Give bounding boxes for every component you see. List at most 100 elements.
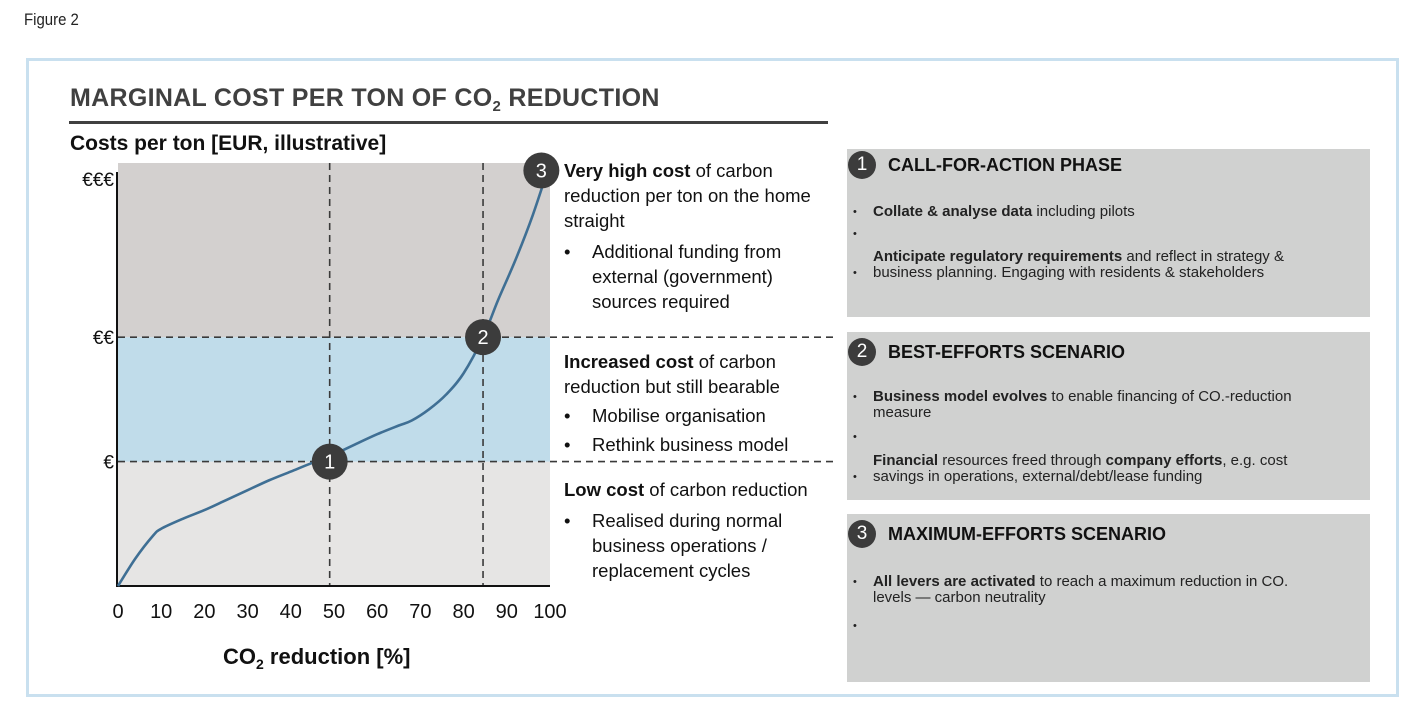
panel-header: 2 BEST-EFFORTS SCENARIO [847, 336, 1125, 368]
note-high-heading: Very high cost of carbon reduction per t… [564, 158, 824, 233]
panel-maximum-efforts: 3 MAXIMUM-EFFORTS SCENARIO • All levers a… [847, 514, 1370, 682]
x-tick-label: 100 [533, 601, 566, 623]
bullet: • [853, 267, 857, 279]
x-tick-label: 0 [112, 601, 123, 623]
marker-1-circle [311, 443, 348, 480]
note-mid-bullet: Rethink business model [564, 432, 824, 457]
note-high-cost: Very high cost of carbon reduction per t… [564, 158, 824, 314]
item-text: levels — carbon neutrality [873, 589, 1046, 606]
item-text: to reach a maximum reduction in CO. [1035, 573, 1289, 590]
item-bold: Financial [873, 452, 939, 469]
panel-item: • Collate & analyse data including pilots [853, 204, 1362, 220]
x-title-subscript: 2 [256, 656, 264, 672]
panel-item-line2: • savings in operations, external/debt/le… [853, 469, 1362, 485]
y-tick-label: €€ [93, 328, 115, 349]
note-high-rest: of carbon reduction per ton on the home … [564, 160, 811, 231]
x-tick-label: 20 [193, 601, 215, 623]
x-tick-label: 90 [496, 601, 518, 623]
y-axis-title: Costs per ton [EUR, illustrative] [70, 132, 387, 155]
x-tick-label: 60 [366, 601, 388, 623]
bullet: • [853, 471, 857, 483]
item-bold: Collate & analyse data [873, 203, 1033, 220]
panel-best-efforts: 2 BEST-EFFORTS SCENARIO • Business model … [847, 332, 1370, 500]
x-tick-label: 30 [236, 601, 258, 623]
title-main: MARGINAL COST PER TON OF CO [70, 84, 493, 112]
panel-item: Financial resources freed through compan… [853, 453, 1362, 469]
panel-empty-item: • [853, 618, 1362, 634]
note-low-heading: Low cost of carbon reduction [564, 477, 824, 502]
bullet: • [853, 391, 857, 403]
note-mid-bullet: Mobilise organisation [564, 403, 824, 428]
number-badge-1: 1 [848, 151, 876, 179]
bullet: • [853, 431, 857, 443]
marker-3-circle [523, 152, 560, 189]
x-title-end: reduction [%] [263, 644, 411, 669]
panel-call-for-action: 1 CALL-FOR-ACTION PHASE • Collate & analy… [847, 149, 1370, 317]
marker-1-label: 1 [324, 452, 335, 474]
bullet: • [853, 576, 857, 588]
y-tick-label: €€€ [82, 170, 114, 191]
panel-empty-item: • [853, 226, 1362, 242]
title-end: REDUCTION [501, 84, 660, 112]
x-tick-label: 10 [150, 601, 172, 623]
panel-heading: MAXIMUM-EFFORTS SCENARIO [888, 523, 1166, 544]
note-mid-heading: Increased cost of carbon reduction but s… [564, 349, 824, 399]
item-bold: Business model evolves [873, 388, 1048, 405]
panel-header: 1 CALL-FOR-ACTION PHASE [847, 149, 1122, 181]
item-text: , e.g. cost [1222, 452, 1288, 469]
panel-header: 3 MAXIMUM-EFFORTS SCENARIO [847, 518, 1166, 550]
panel-item: Anticipate regulatory requirements and r… [853, 249, 1362, 265]
note-low-bold: Low cost [564, 479, 645, 500]
note-high-bullet: Additional funding from external (govern… [564, 239, 824, 314]
band-low [118, 461, 550, 586]
note-mid-bullet-text: Rethink business model [592, 434, 789, 455]
panel-body: • All levers are activated to reach a max… [853, 574, 1362, 634]
x-tick-label: 50 [323, 601, 345, 623]
title-rule [69, 121, 828, 124]
item-bold: Anticipate regulatory requirements [873, 248, 1123, 265]
note-mid-rest: of carbon reduction but still bearable [564, 351, 780, 397]
number-badge-2: 2 [848, 338, 876, 366]
chart-title: MARGINAL COST PER TON OF CO2 REDUCTION [70, 84, 660, 115]
note-low-rest: of carbon reduction [644, 479, 808, 500]
panel-item-line2: measure [853, 405, 1362, 421]
item-text: business planning. Engaging with residen… [873, 264, 1265, 281]
figure-frame [26, 58, 1399, 697]
note-mid-cost: Increased cost of carbon reduction but s… [564, 349, 824, 457]
panel-item: • Business model evolves to enable financ… [853, 389, 1362, 405]
item-text: measure [873, 404, 932, 421]
marker-2-label: 2 [477, 327, 488, 349]
band-high [118, 163, 550, 338]
marker-2-circle [465, 319, 502, 356]
band-mid [118, 337, 550, 462]
item-bold: company efforts [1105, 452, 1223, 469]
panel-item: • All levers are activated to reach a max… [853, 574, 1362, 590]
note-mid-bullet-text: Mobilise organisation [592, 405, 766, 426]
x-title-main: CO [223, 644, 256, 669]
note-high-bold: Very high cost [564, 160, 691, 181]
item-bold: All levers are activated [873, 573, 1036, 590]
x-tick-label: 80 [452, 601, 474, 623]
item-text: resources freed through [938, 452, 1106, 469]
title-subscript: 2 [492, 98, 502, 115]
panel-heading: BEST-EFFORTS SCENARIO [888, 341, 1126, 362]
panel-item-line2: levels — carbon neutrality [853, 590, 1362, 606]
figure-label: Figure 2 [24, 10, 79, 29]
item-text: to enable financing of CO.-reduction [1047, 388, 1292, 405]
panel-heading: CALL-FOR-ACTION PHASE [888, 154, 1122, 175]
note-high-bullet-text: Additional funding from external (govern… [592, 241, 782, 312]
item-text: and reflect in strategy & [1122, 248, 1284, 265]
marker-3-label: 3 [536, 160, 547, 182]
note-low-bullet: Realised during normal business operatio… [564, 508, 824, 583]
panel-body: • Business model evolves to enable financ… [853, 389, 1362, 485]
bullet: • [853, 620, 857, 632]
panel-item-line2: • business planning. Engaging with reside… [853, 265, 1362, 281]
note-mid-bold: Increased cost [564, 351, 694, 372]
number-badge-3: 3 [848, 520, 876, 548]
x-tick-label: 40 [280, 601, 302, 623]
x-axis-title: CO2 reduction [%] [223, 644, 411, 672]
panel-empty-item: • [853, 429, 1362, 445]
item-text: savings in operations, external/debt/lea… [873, 468, 1203, 485]
bullet: • [853, 228, 857, 240]
